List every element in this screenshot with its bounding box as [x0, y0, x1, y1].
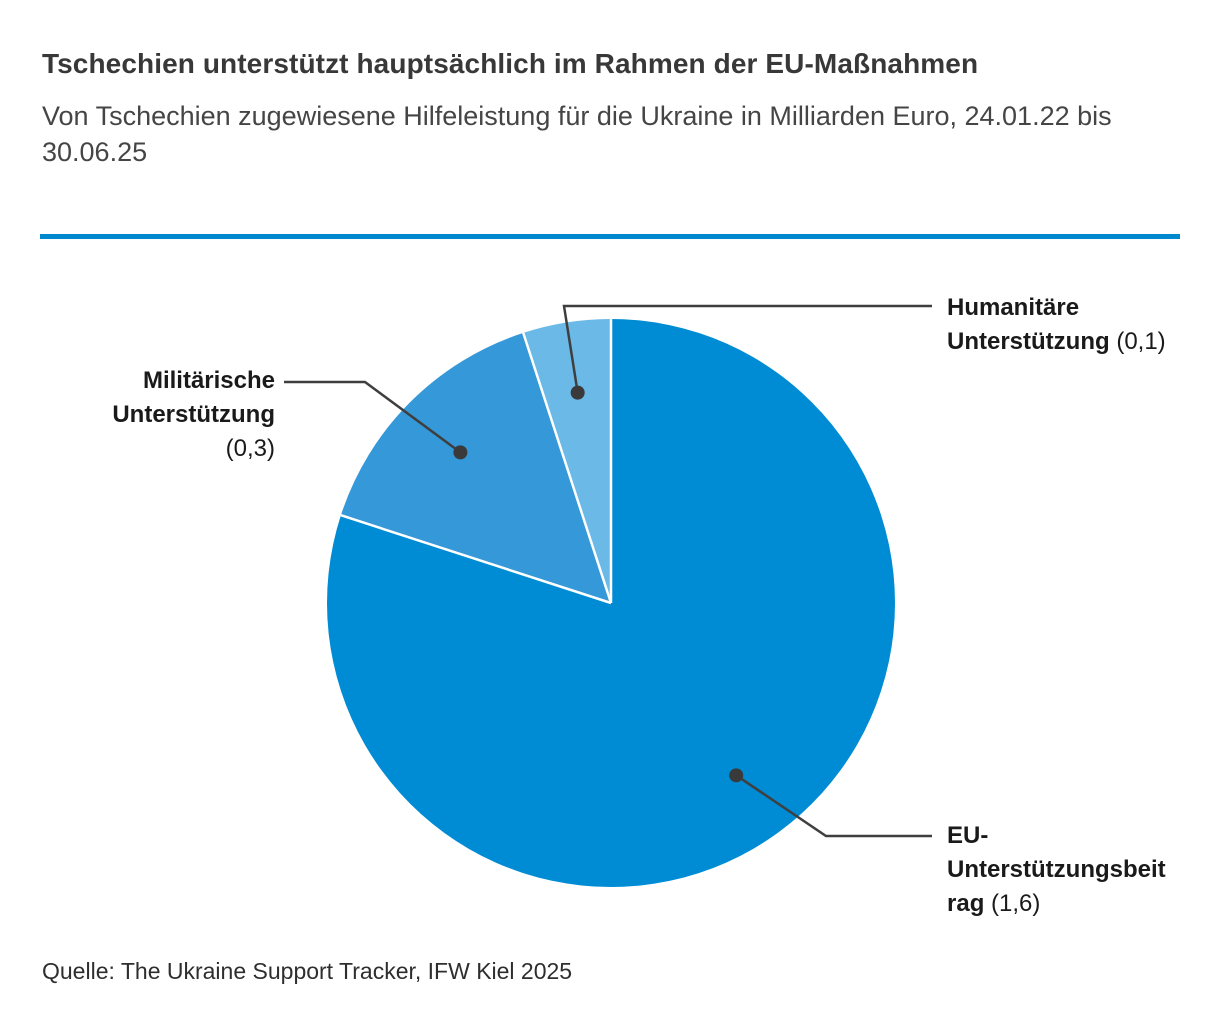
callout-label-eu: EU-Unterstützungsbeitrag (1,6) [947, 819, 1167, 921]
callout-label-humanitaere: Humanitäre Unterstützung (0,1) [947, 291, 1197, 359]
leader-line-1 [284, 380, 462, 454]
chart-header: Tschechien unterstützt hauptsächlich im … [42, 44, 1112, 170]
leader-line-2 [562, 304, 932, 393]
source-text: Quelle: The Ukraine Support Tracker, IFW… [42, 958, 573, 984]
leader-dot-0 [729, 768, 744, 783]
slice-label-eu: EU-Unterstützungsbeitrag [947, 822, 1166, 917]
slice-separator [522, 332, 613, 604]
leader-dot-2 [570, 385, 585, 400]
slice-value-eu: (1,6) [991, 890, 1041, 917]
slice-value-humanitaere: (0,1) [1116, 328, 1166, 355]
accent-divider [40, 234, 1180, 239]
slice-label-militaerische: Militärische Unterstützung [112, 367, 275, 428]
chart-title: Tschechien unterstützt hauptsächlich im … [42, 48, 979, 79]
leader-line-0 [735, 774, 932, 838]
chart-subtitle: Von Tschechien zugewiesene Hilfeleistung… [42, 101, 1112, 167]
slice-value-militaerische: (0,3) [225, 435, 275, 462]
slice-separator [340, 514, 612, 605]
leader-dot-1 [453, 445, 468, 460]
slice-label-humanitaere: Humanitäre Unterstützung [947, 294, 1110, 355]
pie-slice-1 [340, 332, 611, 603]
callout-label-militaerische: Militärische Unterstützung (0,3) [65, 364, 275, 466]
